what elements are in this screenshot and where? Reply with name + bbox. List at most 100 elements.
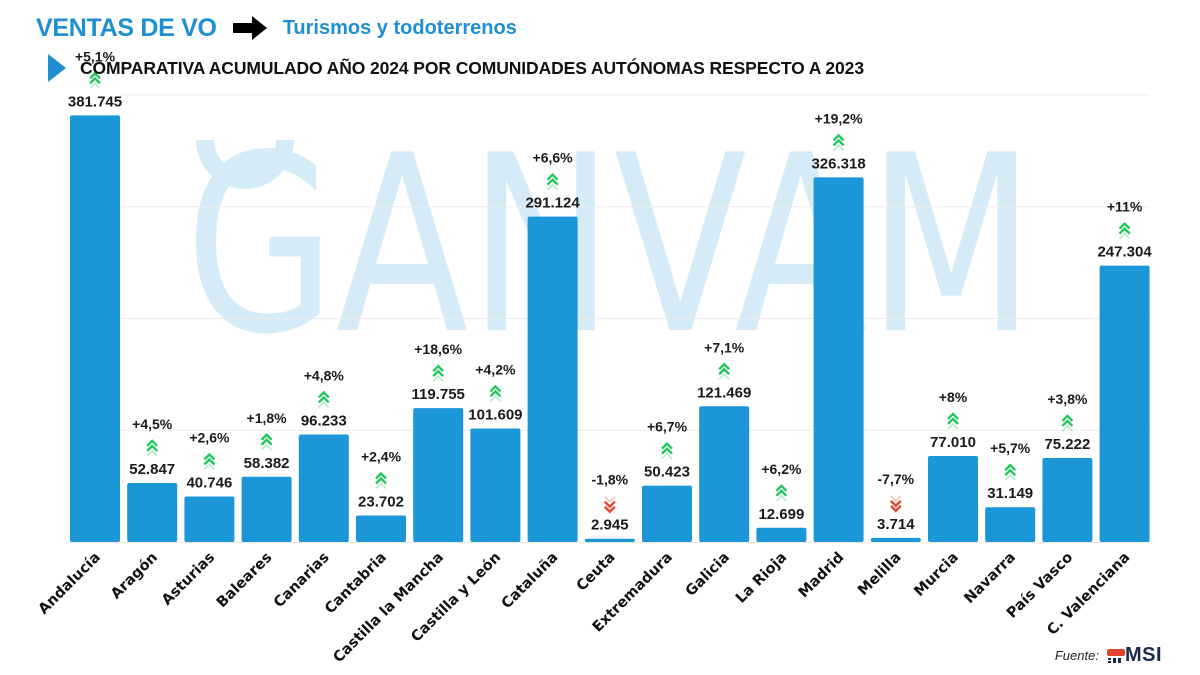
change-label: -1,8% — [592, 472, 629, 488]
change-label: +7,1% — [704, 339, 745, 355]
change-label: +1,8% — [247, 410, 288, 426]
category-label: Cataluña — [499, 550, 562, 613]
double-chevron-up-icon — [489, 384, 502, 402]
change-label: -7,7% — [878, 471, 915, 487]
bar — [298, 434, 349, 542]
category-label: Canarias — [271, 550, 333, 612]
change-label: +6,7% — [647, 419, 688, 435]
heading-row: COMPARATIVA ACUMULADO AÑO 2024 POR COMUN… — [48, 53, 864, 83]
bar — [470, 428, 521, 542]
double-chevron-up-icon — [546, 172, 559, 191]
bar — [241, 476, 292, 542]
change-label: +18,6% — [414, 341, 462, 357]
double-chevron-up-icon — [203, 452, 216, 470]
double-chevron-up-icon — [1118, 221, 1131, 240]
value-label: 75.222 — [1044, 436, 1090, 453]
double-chevron-up-icon — [718, 362, 731, 380]
double-chevron-up-icon — [432, 364, 445, 382]
data-labels: 381.745 +5,1% 52.847 +4,5% 40.746 +2,6% 58.382… — [68, 48, 1152, 533]
value-label: 119.755 — [411, 386, 464, 403]
change-label: +11% — [1107, 199, 1143, 215]
bars — [70, 115, 1150, 542]
bar — [985, 507, 1036, 542]
double-chevron-up-icon — [1061, 414, 1074, 432]
triangle-bullet-icon — [48, 54, 66, 82]
category-label: Galicia — [683, 550, 733, 600]
value-label: 12.699 — [758, 506, 804, 523]
change-label: +4,2% — [475, 361, 516, 377]
source: Fuente: MSI — [1055, 644, 1162, 667]
change-label: +8% — [939, 389, 968, 405]
watermark-breve — [196, 139, 294, 189]
category-label: Navarra — [962, 550, 1019, 607]
double-chevron-up-icon — [947, 412, 959, 430]
double-chevron-up-icon — [146, 439, 159, 457]
category-label: Aragón — [108, 550, 161, 603]
msi-logo-icon — [1106, 648, 1125, 663]
category-label: Baleares — [214, 550, 276, 612]
change-label: +4,8% — [304, 367, 345, 383]
category-label: Ceuta — [574, 550, 619, 595]
change-label: +3,8% — [1047, 391, 1088, 407]
change-label: +2,6% — [189, 429, 230, 445]
change-label: +5,1% — [75, 48, 116, 64]
change-label: +2,4% — [361, 449, 402, 465]
category-labels: Andalucía AragónAsturiasBalearesCanariasC… — [36, 549, 1134, 666]
value-label: 381.745 — [68, 93, 122, 110]
bar — [642, 485, 692, 542]
bar — [870, 537, 921, 542]
value-label: 291.124 — [525, 195, 580, 212]
category-label: La Rioja — [733, 550, 790, 607]
value-label: 3.714 — [877, 516, 915, 533]
bar — [356, 515, 406, 542]
chart-heading: COMPARATIVA ACUMULADO AÑO 2024 POR COMUN… — [80, 57, 864, 78]
watermark-text: GANVAM — [185, 103, 1035, 388]
category-label: Asturias — [159, 550, 218, 609]
double-chevron-down-icon — [603, 496, 616, 514]
double-chevron-up-icon — [260, 433, 273, 451]
double-chevron-up-icon — [775, 484, 788, 502]
double-chevron-up-icon — [661, 441, 673, 460]
category-label: Andalucía — [36, 550, 104, 618]
category-label: Madrid — [796, 550, 848, 602]
source-label: Fuente: — [1054, 648, 1099, 663]
bar — [699, 406, 750, 542]
subtitle: Turismos y todoterrenos — [282, 16, 517, 39]
category-label: Castilla la Mancha — [331, 550, 448, 667]
value-label: 326.318 — [811, 155, 865, 172]
value-label: 31.149 — [987, 485, 1033, 502]
bar — [756, 527, 807, 542]
change-label: +4,5% — [132, 416, 173, 432]
value-label: 40.746 — [186, 474, 232, 491]
value-label: 77.010 — [930, 434, 976, 451]
bar — [413, 408, 464, 542]
value-label: 52.847 — [129, 461, 175, 478]
change-label: +5,7% — [990, 440, 1031, 456]
double-chevron-up-icon — [89, 71, 101, 89]
change-label: +19,2% — [815, 110, 863, 126]
msi-logo: MSI — [1106, 644, 1162, 667]
value-label: 121.469 — [697, 384, 751, 401]
double-chevron-up-icon — [832, 133, 845, 151]
double-chevron-up-icon — [1004, 463, 1017, 481]
change-label: +6,6% — [533, 150, 574, 166]
value-label: 58.382 — [244, 455, 290, 472]
double-chevron-up-icon — [375, 471, 387, 490]
bar — [584, 538, 635, 542]
msi-logo-text: MSI — [1124, 644, 1162, 666]
value-label: 96.233 — [301, 412, 347, 429]
category-label: Melilla — [855, 550, 904, 599]
bar — [70, 115, 120, 542]
value-label: 2.945 — [591, 517, 629, 534]
bar — [184, 496, 235, 542]
right-arrow-icon — [232, 16, 267, 40]
main-title: VENTAS DE VO — [36, 13, 217, 42]
title-row: VENTAS DE VO Turismos y todoterrenos — [36, 12, 517, 44]
double-chevron-up-icon — [317, 390, 330, 408]
bar — [127, 482, 178, 542]
value-label: 50.423 — [644, 464, 690, 481]
gridlines — [70, 94, 1150, 543]
value-label: 101.609 — [468, 406, 522, 423]
bar — [527, 216, 578, 542]
